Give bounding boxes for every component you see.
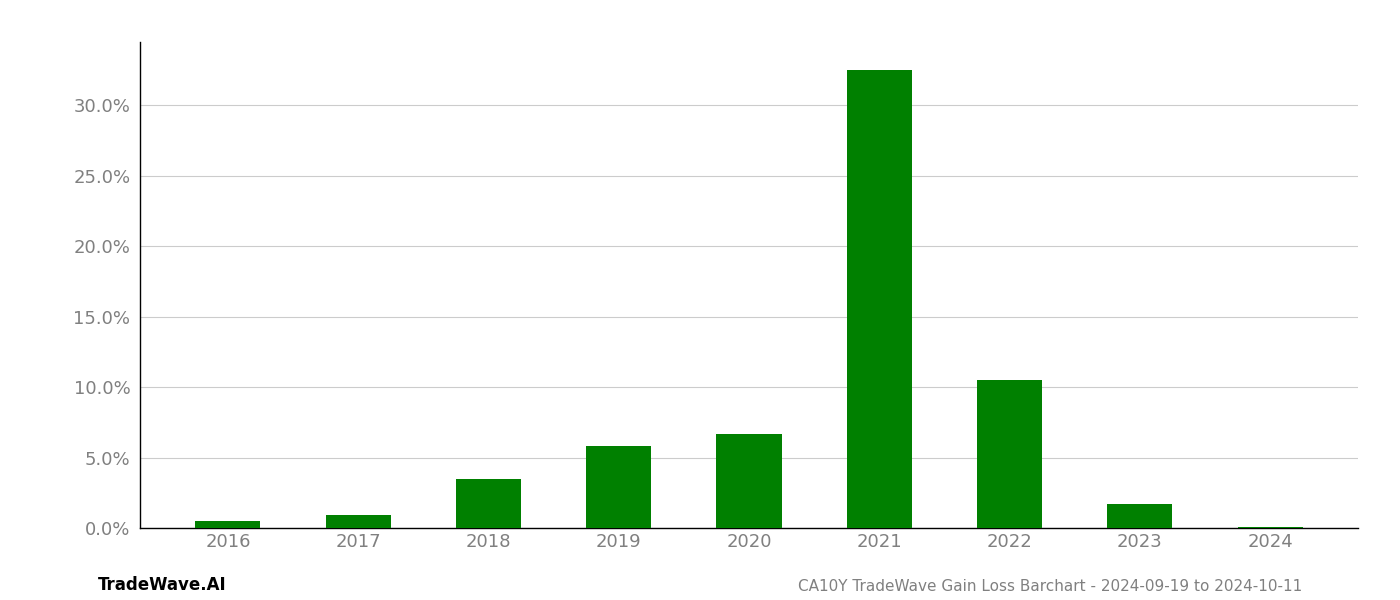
Bar	[587, 446, 651, 528]
Bar	[1238, 527, 1302, 528]
Bar	[1107, 504, 1172, 528]
Bar	[196, 521, 260, 528]
Bar	[326, 515, 391, 528]
Bar	[977, 380, 1042, 528]
Bar	[456, 479, 521, 528]
Text: CA10Y TradeWave Gain Loss Barchart - 2024-09-19 to 2024-10-11: CA10Y TradeWave Gain Loss Barchart - 202…	[798, 579, 1302, 594]
Bar	[847, 70, 911, 528]
Bar	[717, 434, 781, 528]
Text: TradeWave.AI: TradeWave.AI	[98, 576, 227, 594]
